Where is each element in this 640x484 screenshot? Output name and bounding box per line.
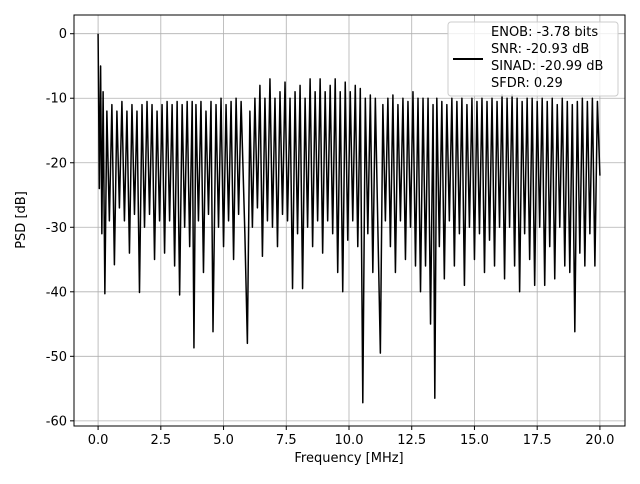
legend-label-box: ENOB: -3.78 bits SNR: -20.93 dB SINAD: -…: [491, 25, 604, 91]
x-tick-label: 5.0: [213, 433, 234, 448]
x-tick-label: 17.5: [523, 433, 552, 448]
y-tick-label: -30: [46, 221, 67, 236]
y-axis-label: PSD [dB]: [14, 191, 29, 249]
y-tick-label: -20: [46, 156, 67, 171]
y-tick-label: -40: [46, 285, 67, 300]
legend-box: [447, 21, 619, 97]
x-tick-label: 2.5: [150, 433, 171, 448]
y-tick-label: -10: [46, 92, 67, 107]
plot: [97, 33, 601, 404]
legend-label: ENOB: -3.78 bits SNR: -20.93 dB SINAD: -…: [491, 25, 604, 91]
psd-line: [97, 33, 601, 404]
x-tick-label: 10.0: [335, 433, 364, 448]
legend: ENOB: -3.78 bits SNR: -20.93 dB SINAD: -…: [447, 21, 619, 97]
x-tick-label: 7.5: [276, 433, 297, 448]
x-tick-label: 15.0: [460, 433, 489, 448]
x-tick-label: 20.0: [585, 433, 614, 448]
y-tick-label: -60: [46, 414, 67, 429]
ticks: 0.0 2.5 5.0 7.5 10.0 12.5 15.0 17.5 20.0 -60 -50 -4…: [46, 27, 615, 448]
x-tick-label: 0.0: [88, 433, 109, 448]
y-tick-label: 0: [59, 27, 67, 42]
x-tick-label: 12.5: [397, 433, 426, 448]
axes-frame: [73, 14, 626, 427]
x-axis-label: Frequency [MHz]: [294, 451, 403, 466]
y-tick-label: -50: [46, 350, 67, 365]
